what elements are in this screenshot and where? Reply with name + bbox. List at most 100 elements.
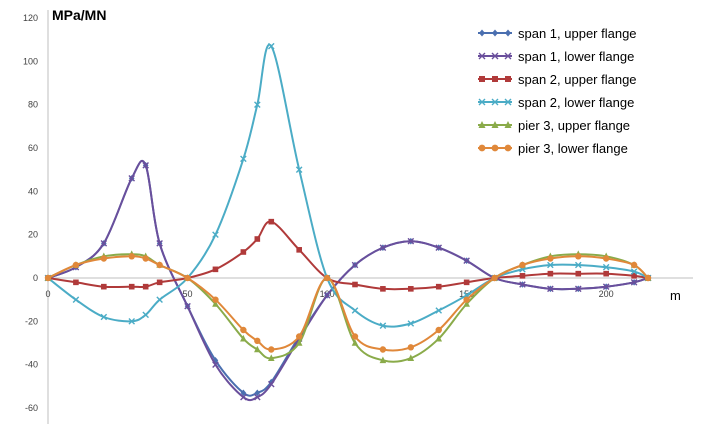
data-point — [73, 279, 79, 286]
data-point — [435, 283, 442, 290]
legend-label: span 1, upper flange — [518, 26, 637, 41]
legend-marker — [491, 121, 499, 128]
data-point — [296, 247, 302, 253]
data-point — [463, 300, 470, 307]
data-point — [323, 292, 331, 299]
legend: span 1, upper flange span 1, lower flange… — [478, 26, 637, 156]
series-2 — [44, 159, 652, 402]
y-tick-label: 60 — [28, 143, 38, 153]
data-point — [240, 249, 247, 255]
series-1 — [45, 159, 651, 397]
legend-item: span 1, upper flange — [478, 26, 637, 41]
data-point — [100, 255, 108, 262]
y-axis-title: MPa/MN — [52, 7, 106, 23]
data-point — [519, 273, 526, 279]
legend-label: pier 3, upper flange — [518, 118, 630, 133]
series-line — [47, 159, 649, 402]
data-point — [380, 286, 386, 292]
data-point — [379, 322, 387, 329]
data-point — [212, 361, 219, 368]
legend-marker — [491, 144, 499, 152]
data-point — [379, 244, 387, 251]
legend-marker — [478, 121, 486, 128]
data-point — [212, 357, 219, 364]
data-point — [142, 311, 149, 319]
legend-marker — [491, 52, 499, 60]
y-tick-label: 100 — [23, 56, 38, 66]
legend-item: pier 3, lower flange — [478, 141, 628, 156]
series-6 — [44, 253, 652, 353]
data-point — [547, 285, 554, 293]
data-point — [156, 240, 163, 247]
data-point — [351, 261, 359, 269]
y-tick-label: 80 — [28, 100, 38, 110]
legend-label: span 2, upper flange — [518, 72, 637, 87]
data-point — [128, 318, 136, 325]
data-point — [254, 389, 261, 397]
data-point — [267, 42, 275, 50]
data-point — [142, 255, 149, 262]
data-point — [212, 300, 219, 307]
legend-marker — [478, 98, 486, 106]
data-point — [212, 266, 219, 273]
x-tick-label: 150 — [459, 289, 474, 299]
data-point — [631, 273, 637, 279]
legend-marker — [504, 52, 512, 60]
data-point — [254, 337, 261, 345]
legend-marker — [491, 98, 499, 106]
data-point — [602, 255, 610, 262]
legend-marker — [478, 144, 486, 152]
legend-marker — [478, 52, 486, 60]
data-point — [100, 240, 108, 247]
data-point — [352, 281, 358, 288]
data-point — [240, 326, 247, 334]
data-point — [240, 334, 247, 342]
legend-marker — [505, 76, 511, 82]
legend-label: span 1, lower flange — [518, 49, 634, 64]
legend-label: span 2, lower flange — [518, 95, 634, 110]
data-point — [72, 296, 80, 303]
legend-marker — [492, 76, 498, 82]
data-point — [379, 356, 387, 364]
data-point — [128, 175, 136, 182]
data-point — [547, 270, 554, 277]
data-point — [254, 101, 261, 108]
data-point — [407, 344, 415, 351]
data-point — [435, 326, 442, 334]
data-point — [644, 274, 652, 282]
data-point — [351, 333, 359, 340]
data-point — [463, 257, 470, 264]
data-point — [128, 283, 135, 290]
data-point — [407, 237, 415, 245]
series-lines — [44, 42, 652, 402]
data-point — [128, 253, 135, 260]
y-tick-label: 20 — [28, 230, 38, 240]
data-point — [268, 346, 275, 353]
y-tick-label: -20 — [25, 316, 38, 326]
data-point — [156, 261, 163, 269]
y-tick-label: -40 — [25, 360, 38, 370]
data-point — [463, 279, 470, 286]
data-point — [547, 261, 554, 269]
data-point — [254, 236, 261, 242]
data-point — [379, 346, 387, 353]
data-point — [630, 279, 638, 286]
y-tick-label: 40 — [28, 186, 38, 196]
data-point — [574, 261, 582, 269]
y-tick-label: 120 — [23, 13, 38, 23]
legend-marker — [492, 29, 498, 37]
data-point — [100, 313, 108, 321]
legend-item: pier 3, upper flange — [478, 118, 630, 133]
legend-marker — [505, 29, 511, 37]
data-point — [491, 274, 498, 282]
data-point — [295, 333, 303, 340]
data-point — [254, 393, 261, 401]
x-tick-label: 200 — [599, 289, 614, 299]
data-point — [574, 285, 582, 293]
data-point — [142, 162, 149, 169]
data-point — [630, 268, 638, 275]
data-point — [295, 339, 303, 346]
data-point — [575, 253, 582, 260]
data-point — [212, 296, 219, 303]
data-point — [240, 389, 247, 397]
